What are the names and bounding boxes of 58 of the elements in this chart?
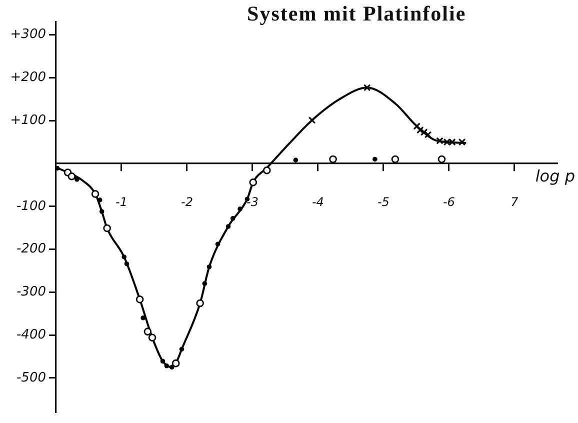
point [164,363,170,368]
y-tick-label: -300 [16,284,46,300]
point [206,264,212,270]
point [416,126,424,134]
point [391,155,400,164]
point [215,242,220,247]
point [443,138,451,146]
y-tick-label: -500 [16,370,46,386]
point [196,299,204,308]
point [372,156,378,162]
point [420,128,428,136]
point [136,296,144,304]
point [329,155,337,164]
point [202,281,208,286]
point [238,206,242,212]
point [172,359,180,368]
point [144,328,152,336]
point [68,172,76,180]
point [230,216,236,221]
point [170,364,174,370]
x-tick-label: -5 [377,194,390,209]
x-tick-label: 7 [510,194,519,209]
chart-title: System mit Platinfolie [247,1,466,26]
x-tick-label: -2 [180,194,193,209]
x-tick-label: -1 [116,194,128,209]
y-tick-label: -100 [16,198,46,214]
y-tick-label: -400 [16,327,46,342]
point [448,138,456,146]
x-tick-label: -4 [312,194,324,209]
x-tick-label: -6 [442,194,456,209]
point [99,209,104,214]
point [436,137,444,144]
y-tick-label: +200 [10,70,46,86]
point [179,346,184,352]
x-axis-title: log p [535,166,575,186]
point [56,166,60,171]
point [262,166,271,174]
point [226,224,231,229]
point [91,190,100,198]
point [140,315,146,320]
x-tick-label: -3 [246,194,258,209]
point [122,254,127,260]
point [438,155,446,164]
point [148,334,156,342]
point [160,358,166,364]
y-tick-label: +300 [10,27,46,42]
y-tick-label: -200 [16,242,46,257]
point [74,176,80,182]
point [424,131,432,138]
point [363,84,371,92]
point [308,116,316,124]
point [103,224,111,232]
y-tick-label: +100 [10,112,46,128]
point [413,122,420,130]
point [124,261,130,266]
point [458,138,466,146]
point [249,178,258,186]
point [293,158,298,162]
